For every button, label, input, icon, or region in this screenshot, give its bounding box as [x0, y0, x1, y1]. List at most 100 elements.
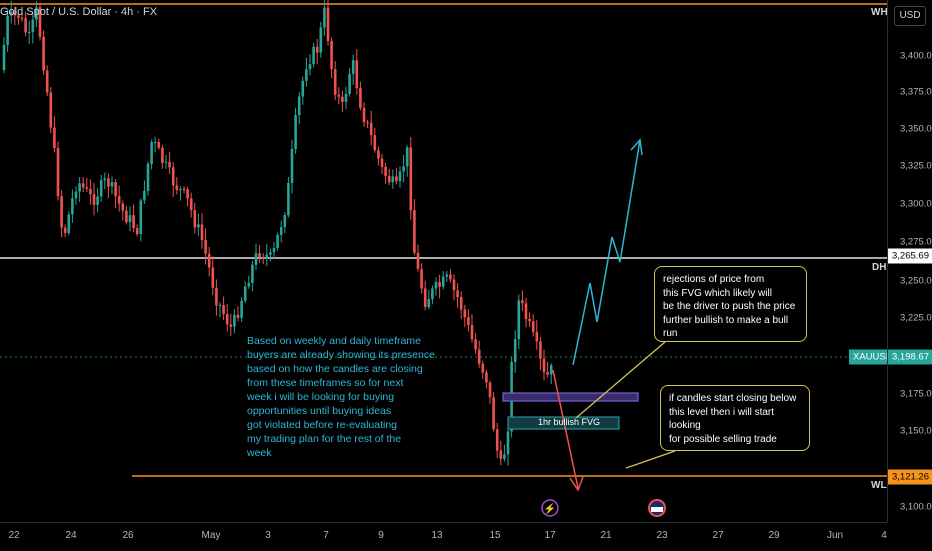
candle-body — [49, 92, 53, 128]
candle-body — [143, 190, 146, 201]
candle-body — [362, 107, 366, 123]
time-label: 27 — [712, 530, 724, 541]
candle-body — [211, 267, 215, 288]
candle-body — [359, 88, 362, 108]
candle-body — [89, 188, 92, 195]
candle-body — [258, 253, 261, 257]
time-label: 17 — [544, 530, 556, 541]
candle-body — [31, 19, 35, 33]
time-label: 15 — [489, 530, 501, 541]
candle-body — [247, 282, 251, 287]
time-label: 29 — [768, 530, 780, 541]
price-axis[interactable]: USD 3,400.00 3,375.00 3,350.00 3,325.00 … — [887, 0, 932, 522]
bearish-projection-path — [552, 369, 579, 489]
candle-body — [380, 158, 384, 167]
wl-tag: WL — [871, 480, 887, 491]
price-label: 3,325.00 — [900, 160, 932, 172]
lightning-event-icon[interactable] — [541, 499, 559, 517]
time-label: May — [201, 530, 221, 541]
currency-button[interactable]: USD — [894, 6, 926, 26]
candle-body — [283, 215, 287, 228]
candle-body — [312, 46, 315, 65]
candle-body — [261, 256, 265, 259]
candle-body — [74, 191, 78, 199]
candle-body — [60, 196, 63, 228]
candle-body — [189, 198, 193, 211]
candle-body — [294, 115, 297, 150]
candle-body — [456, 290, 459, 298]
candle-body — [287, 182, 290, 216]
candle-body — [463, 309, 467, 318]
candle-body — [24, 18, 27, 33]
candle-body — [45, 70, 49, 93]
price-label: 3,300.00 — [900, 198, 932, 210]
candle-body — [495, 429, 499, 451]
candle-body — [225, 314, 229, 325]
candle-body — [42, 36, 45, 71]
candle-body — [207, 253, 211, 268]
candle-body — [175, 185, 179, 190]
candle-body — [153, 142, 157, 144]
callout-text: rejections of price from this FVG which … — [663, 274, 796, 339]
time-label: 23 — [656, 530, 668, 541]
candle-body — [305, 69, 308, 81]
callout-text: if candles start closing below this leve… — [669, 393, 797, 445]
candle-body — [168, 161, 171, 168]
candle-body — [402, 166, 405, 172]
price-label: 3,250.00 — [900, 275, 932, 287]
time-label: 22 — [8, 530, 20, 541]
time-axis[interactable]: 22 24 26 May 3 7 9 13 15 17 21 23 27 29 … — [0, 522, 887, 551]
wl-price-tag: 3,121.26 — [888, 469, 932, 485]
candle-body — [13, 11, 17, 16]
fvg-label: 1hr bullish FVG — [538, 417, 601, 427]
candle-body — [308, 64, 312, 70]
box1-pointer — [575, 341, 666, 419]
candle-body — [67, 214, 71, 234]
bullish-projection-arrowhead — [630, 138, 643, 156]
time-label: 7 — [323, 530, 329, 541]
candle-body — [481, 363, 485, 373]
candle-body — [233, 314, 236, 327]
candle-body — [344, 93, 348, 102]
candle-body — [276, 234, 279, 249]
candle-body — [179, 188, 182, 190]
candle-body — [445, 274, 449, 277]
candle-body — [348, 73, 351, 94]
candle-body — [251, 264, 254, 283]
candle-body — [333, 69, 337, 95]
candle-body — [409, 147, 413, 211]
candle-body — [254, 253, 258, 265]
candle-body — [467, 317, 470, 326]
candle-body — [539, 341, 542, 359]
price-label: 3,150.00 — [900, 425, 932, 437]
candle-body — [420, 268, 423, 289]
candle-body — [279, 227, 283, 235]
candle-body — [229, 324, 233, 327]
candle-body — [492, 397, 495, 430]
candle-body — [114, 182, 117, 197]
bullish-projection-path — [572, 139, 641, 366]
time-label: 26 — [122, 530, 134, 541]
candle-body — [384, 166, 387, 176]
bearish-projection-arrowhead — [569, 476, 584, 492]
symbol-price-tag: XAUUSD — [849, 349, 897, 365]
candle-body — [301, 80, 305, 97]
candle-body — [323, 7, 326, 28]
candle-body — [269, 252, 272, 255]
price-chart[interactable]: ⚡ — [0, 0, 887, 522]
candle-body — [139, 200, 143, 235]
candle-body — [240, 300, 243, 318]
candle-body — [506, 431, 510, 455]
candle-body — [200, 224, 204, 240]
candle-body — [319, 27, 323, 53]
candle-body — [423, 288, 427, 307]
candle-body — [128, 215, 132, 223]
candle-body — [351, 60, 355, 74]
candle-body — [387, 175, 391, 183]
candle-body — [341, 96, 344, 102]
candle-body — [355, 60, 359, 89]
current-price-tag: 3,198.67 — [888, 349, 932, 365]
candle-body — [405, 147, 409, 167]
candle-body — [53, 127, 56, 149]
candle-body — [272, 248, 276, 253]
